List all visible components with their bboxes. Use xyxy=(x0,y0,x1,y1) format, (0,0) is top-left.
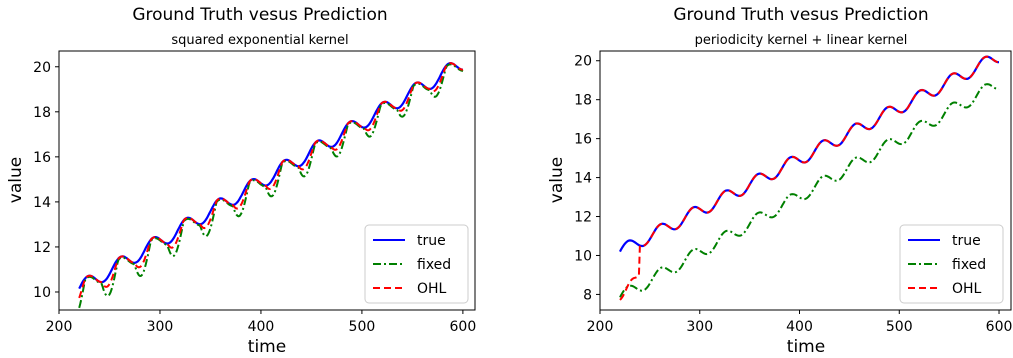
legend-label-ohl: OHL xyxy=(952,281,982,297)
x-tick-label: 600 xyxy=(986,319,1013,335)
legend-label-fixed: fixed xyxy=(952,257,986,273)
x-tick-label: 400 xyxy=(786,319,813,335)
x-tick-label: 400 xyxy=(248,319,275,335)
chart-subtitle: periodicity kernel + linear kernel xyxy=(695,33,908,48)
series-line-true xyxy=(78,61,463,290)
y-tick-label: 10 xyxy=(33,285,51,301)
y-tick-label: 20 xyxy=(574,54,592,70)
x-tick-label: 300 xyxy=(686,319,713,335)
y-tick-label: 8 xyxy=(583,287,592,303)
x-tick-label: 500 xyxy=(349,319,376,335)
plot-frame xyxy=(599,50,1012,311)
y-tick-label: 10 xyxy=(574,248,592,264)
y-tick-label: 16 xyxy=(33,150,51,166)
chart-title: Ground Truth vesus Prediction xyxy=(673,5,928,25)
plot-frame xyxy=(58,50,476,311)
legend-label-true: true xyxy=(417,233,446,249)
y-axis-label: value xyxy=(6,157,26,203)
legend-box xyxy=(364,224,469,304)
chart-left: Ground Truth vesus Prediction squared ex… xyxy=(6,5,476,357)
series-line-fixed xyxy=(78,63,464,309)
x-tick-label: 500 xyxy=(886,319,913,335)
chart-subtitle: squared exponential kernel xyxy=(171,33,348,48)
y-tick-label: 12 xyxy=(33,240,51,256)
y-tick-label: 20 xyxy=(33,60,51,76)
x-axis-label: time xyxy=(248,337,286,357)
legend-label-ohl: OHL xyxy=(417,281,447,297)
x-tick-label: 300 xyxy=(147,319,174,335)
y-tick-label: 18 xyxy=(33,105,51,121)
series-line-true xyxy=(619,55,999,253)
y-tick-label: 16 xyxy=(574,132,592,148)
y-tick-label: 12 xyxy=(574,210,592,226)
y-tick-label: 14 xyxy=(574,171,592,187)
series-line-fixed xyxy=(619,83,1000,298)
x-axis-label: time xyxy=(787,337,825,357)
legend: true fixed OHL xyxy=(364,224,469,304)
legend-box xyxy=(899,224,1004,304)
y-tick-label: 18 xyxy=(574,93,592,109)
legend: true fixed OHL xyxy=(899,224,1004,304)
y-axis-label: value xyxy=(547,157,567,203)
legend-label-true: true xyxy=(952,233,981,249)
x-tick-label: 200 xyxy=(46,319,73,335)
series-line-ohl xyxy=(619,55,999,301)
chart-right: Ground Truth vesus Prediction periodicit… xyxy=(547,5,1012,357)
legend-label-fixed: fixed xyxy=(417,257,451,273)
x-tick-label: 600 xyxy=(450,319,477,335)
y-tick-label: 14 xyxy=(33,195,51,211)
chart-title: Ground Truth vesus Prediction xyxy=(132,5,387,25)
x-tick-label: 200 xyxy=(587,319,614,335)
